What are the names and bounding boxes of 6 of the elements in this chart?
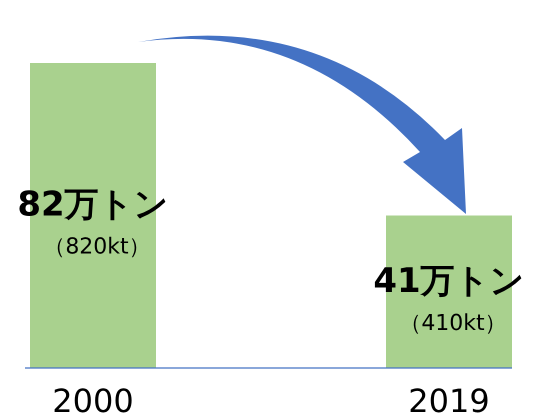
data-label: 82万トン	[17, 184, 169, 224]
x-tick-label: 2000	[52, 382, 134, 419]
x-tick-label: 2019	[408, 382, 490, 419]
annotation: （410kt）	[399, 310, 507, 336]
annotation: （820kt）	[43, 234, 151, 260]
data-label: 41万トン	[373, 260, 525, 301]
